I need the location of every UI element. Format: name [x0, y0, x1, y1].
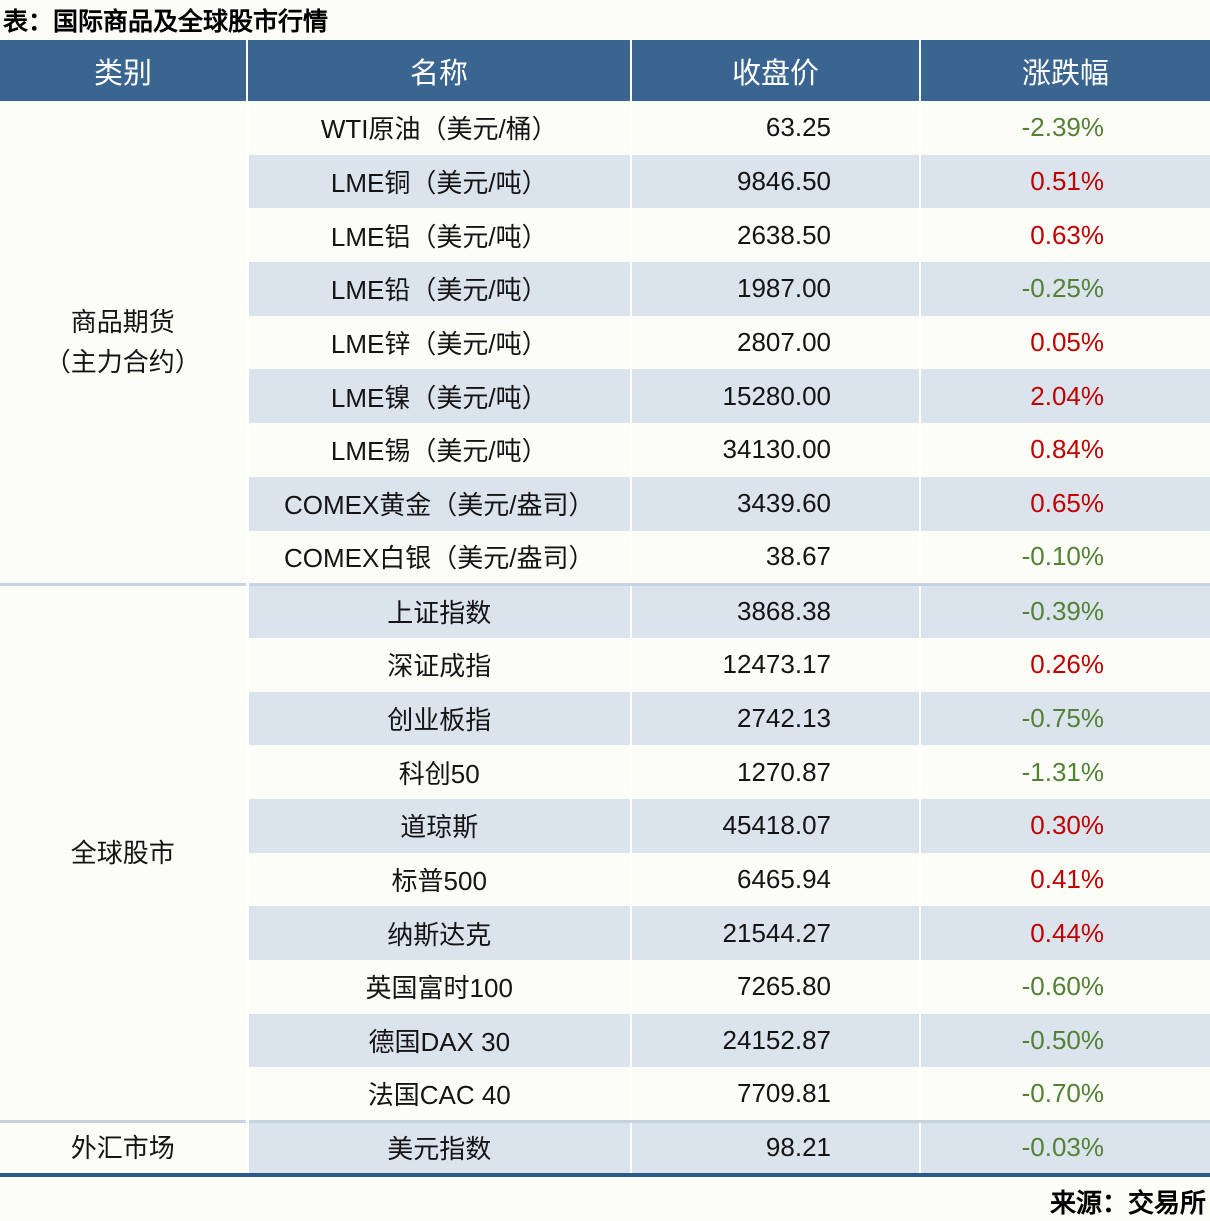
table-row: 德国DAX 30 24152.87 -0.50% — [0, 1013, 1210, 1068]
close-cell: 63.25 — [631, 101, 921, 155]
table-row: LME铝（美元/吨） 2638.50 0.63% — [0, 208, 1210, 263]
change-cell: -0.39% — [920, 582, 1210, 638]
name-cell: 深证成指 — [247, 637, 632, 692]
category-line: 全球股市 — [70, 837, 175, 868]
close-cell: 6465.94 — [631, 852, 921, 907]
change-cell: 0.41% — [1030, 863, 1104, 894]
table-row: LME锌（美元/吨） 2807.00 0.05% — [0, 315, 1210, 370]
table-row: COMEX白银（美元/盎司） 38.67 -0.10% — [0, 530, 1210, 585]
market-table: 类别 名称 收盘价 涨跌幅 商品期货 （主力合约） WTI原油（美元/桶） 63.25… — [0, 40, 1210, 1177]
change-cell: 0.63% — [1030, 219, 1104, 250]
header-cell-name: 名称 — [247, 40, 632, 101]
name-cell: LME镍（美元/吨） — [247, 369, 632, 424]
name-cell: COMEX黄金（美元/盎司） — [247, 476, 632, 531]
change-cell: 0.84% — [1030, 434, 1104, 465]
change-cell: -0.25% — [920, 262, 1210, 316]
name-cell: 德国DAX 30 — [247, 1013, 632, 1068]
table-row: 外汇市场 美元指数 98.21 -0.03% — [0, 1119, 1210, 1175]
table-row: LME铜（美元/吨） 9846.50 0.51% — [0, 154, 1210, 209]
name-cell: WTI原油（美元/桶） — [247, 101, 632, 155]
close-cell: 7709.81 — [631, 1067, 921, 1122]
name-cell: 道琼斯 — [247, 798, 632, 853]
table-row: LME镍（美元/吨） 15280.00 2.04% — [0, 369, 1210, 424]
change-cell: 0.44% — [920, 906, 1210, 960]
close-cell: 2807.00 — [631, 315, 921, 370]
close-cell: 24152.87 — [631, 1013, 921, 1068]
table-header: 类别 名称 收盘价 涨跌幅 — [0, 40, 1210, 101]
close-cell: 7265.80 — [631, 960, 921, 1014]
header-row: 类别 名称 收盘价 涨跌幅 — [0, 40, 1210, 101]
source-note: 来源：交易所 — [1049, 1187, 1206, 1218]
name-cell: 美元指数 — [247, 1119, 632, 1175]
page-title: 表：国际商品及全球股市行情 — [3, 8, 329, 36]
table-row: 法国CAC 40 7709.81 -0.70% — [0, 1067, 1210, 1122]
header-cell-category: 类别 — [0, 40, 248, 101]
close-cell: 98.21 — [631, 1119, 921, 1175]
table-row: 全球股市 上证指数 3868.38 -0.39% — [0, 582, 1210, 1122]
change-cell: -2.39% — [1021, 112, 1104, 143]
category-cell: 商品期货 （主力合约） — [0, 101, 249, 585]
change-cell: -0.75% — [920, 691, 1210, 746]
table-row: 商品期货 （主力合约） WTI原油（美元/桶） 63.25 -2.39% — [0, 101, 1210, 585]
close-cell: 1987.00 — [631, 262, 921, 316]
name-cell: LME锡（美元/吨） — [247, 423, 632, 477]
table-row: 深证成指 12473.17 0.26% — [0, 637, 1210, 692]
table-row: 英国富时100 7265.80 -0.60% — [0, 960, 1210, 1014]
close-cell: 3868.38 — [631, 582, 921, 638]
table-body: 商品期货 （主力合约） WTI原油（美元/桶） 63.25 -2.39% LME铜（美元/… — [0, 101, 1210, 1175]
name-cell: 英国富时100 — [247, 960, 632, 1014]
header-cell-close: 收盘价 — [631, 40, 921, 101]
close-cell: 2742.13 — [631, 691, 921, 746]
change-cell: -0.60% — [1021, 971, 1104, 1002]
change-cell: 0.65% — [920, 476, 1210, 531]
table-row: 科创50 1270.87 -1.31% — [0, 745, 1210, 799]
table-row: LME锡（美元/吨） 34130.00 0.84% — [0, 423, 1210, 477]
close-cell: 38.67 — [631, 530, 921, 585]
table-row: 纳斯达克 21544.27 0.44% — [0, 906, 1210, 960]
close-cell: 3439.60 — [631, 476, 921, 531]
close-cell: 9846.50 — [631, 154, 921, 209]
name-cell: 创业板指 — [247, 691, 632, 746]
close-cell: 1270.87 — [631, 745, 921, 799]
name-cell: 标普500 — [247, 852, 632, 907]
name-cell: 法国CAC 40 — [247, 1067, 632, 1122]
close-cell: 15280.00 — [631, 369, 921, 424]
table-row: 道琼斯 45418.07 0.30% — [0, 798, 1210, 853]
change-cell: 0.05% — [1030, 327, 1104, 358]
table-row: LME铅（美元/吨） 1987.00 -0.25% — [0, 262, 1210, 316]
close-cell: 21544.27 — [631, 906, 921, 960]
change-cell: -0.03% — [920, 1119, 1210, 1175]
name-cell: 科创50 — [247, 745, 632, 799]
change-cell: -1.31% — [1021, 756, 1104, 787]
table-row: 标普500 6465.94 0.41% — [0, 852, 1210, 907]
change-cell: -0.50% — [920, 1013, 1210, 1068]
name-cell: LME铜（美元/吨） — [247, 154, 632, 209]
name-cell: 上证指数 — [247, 582, 632, 638]
category-line: 商品期货 — [70, 306, 175, 337]
header-cell-change: 涨跌幅 — [920, 40, 1210, 101]
change-cell: 2.04% — [920, 369, 1210, 424]
table-row: COMEX黄金（美元/盎司） 3439.60 0.65% — [0, 476, 1210, 531]
close-cell: 12473.17 — [631, 637, 921, 692]
category-line: （主力合约） — [44, 346, 201, 377]
change-cell: 0.30% — [920, 798, 1210, 853]
change-cell: -0.70% — [1021, 1077, 1104, 1108]
name-cell: COMEX白银（美元/盎司） — [247, 530, 632, 585]
name-cell: LME铝（美元/吨） — [247, 208, 632, 263]
name-cell: 纳斯达克 — [247, 906, 632, 960]
close-cell: 34130.00 — [631, 423, 921, 477]
change-cell: 0.26% — [1030, 649, 1104, 680]
close-cell: 2638.50 — [631, 208, 921, 263]
name-cell: LME锌（美元/吨） — [247, 315, 632, 370]
category-line: 外汇市场 — [70, 1132, 175, 1163]
change-cell: -0.10% — [1021, 541, 1104, 572]
table-row: 创业板指 2742.13 -0.75% — [0, 691, 1210, 746]
category-cell: 外汇市场 — [0, 1119, 249, 1175]
change-cell: 0.51% — [920, 154, 1210, 209]
name-cell: LME铅（美元/吨） — [247, 262, 632, 316]
category-cell: 全球股市 — [0, 582, 249, 1122]
close-cell: 45418.07 — [631, 798, 921, 853]
